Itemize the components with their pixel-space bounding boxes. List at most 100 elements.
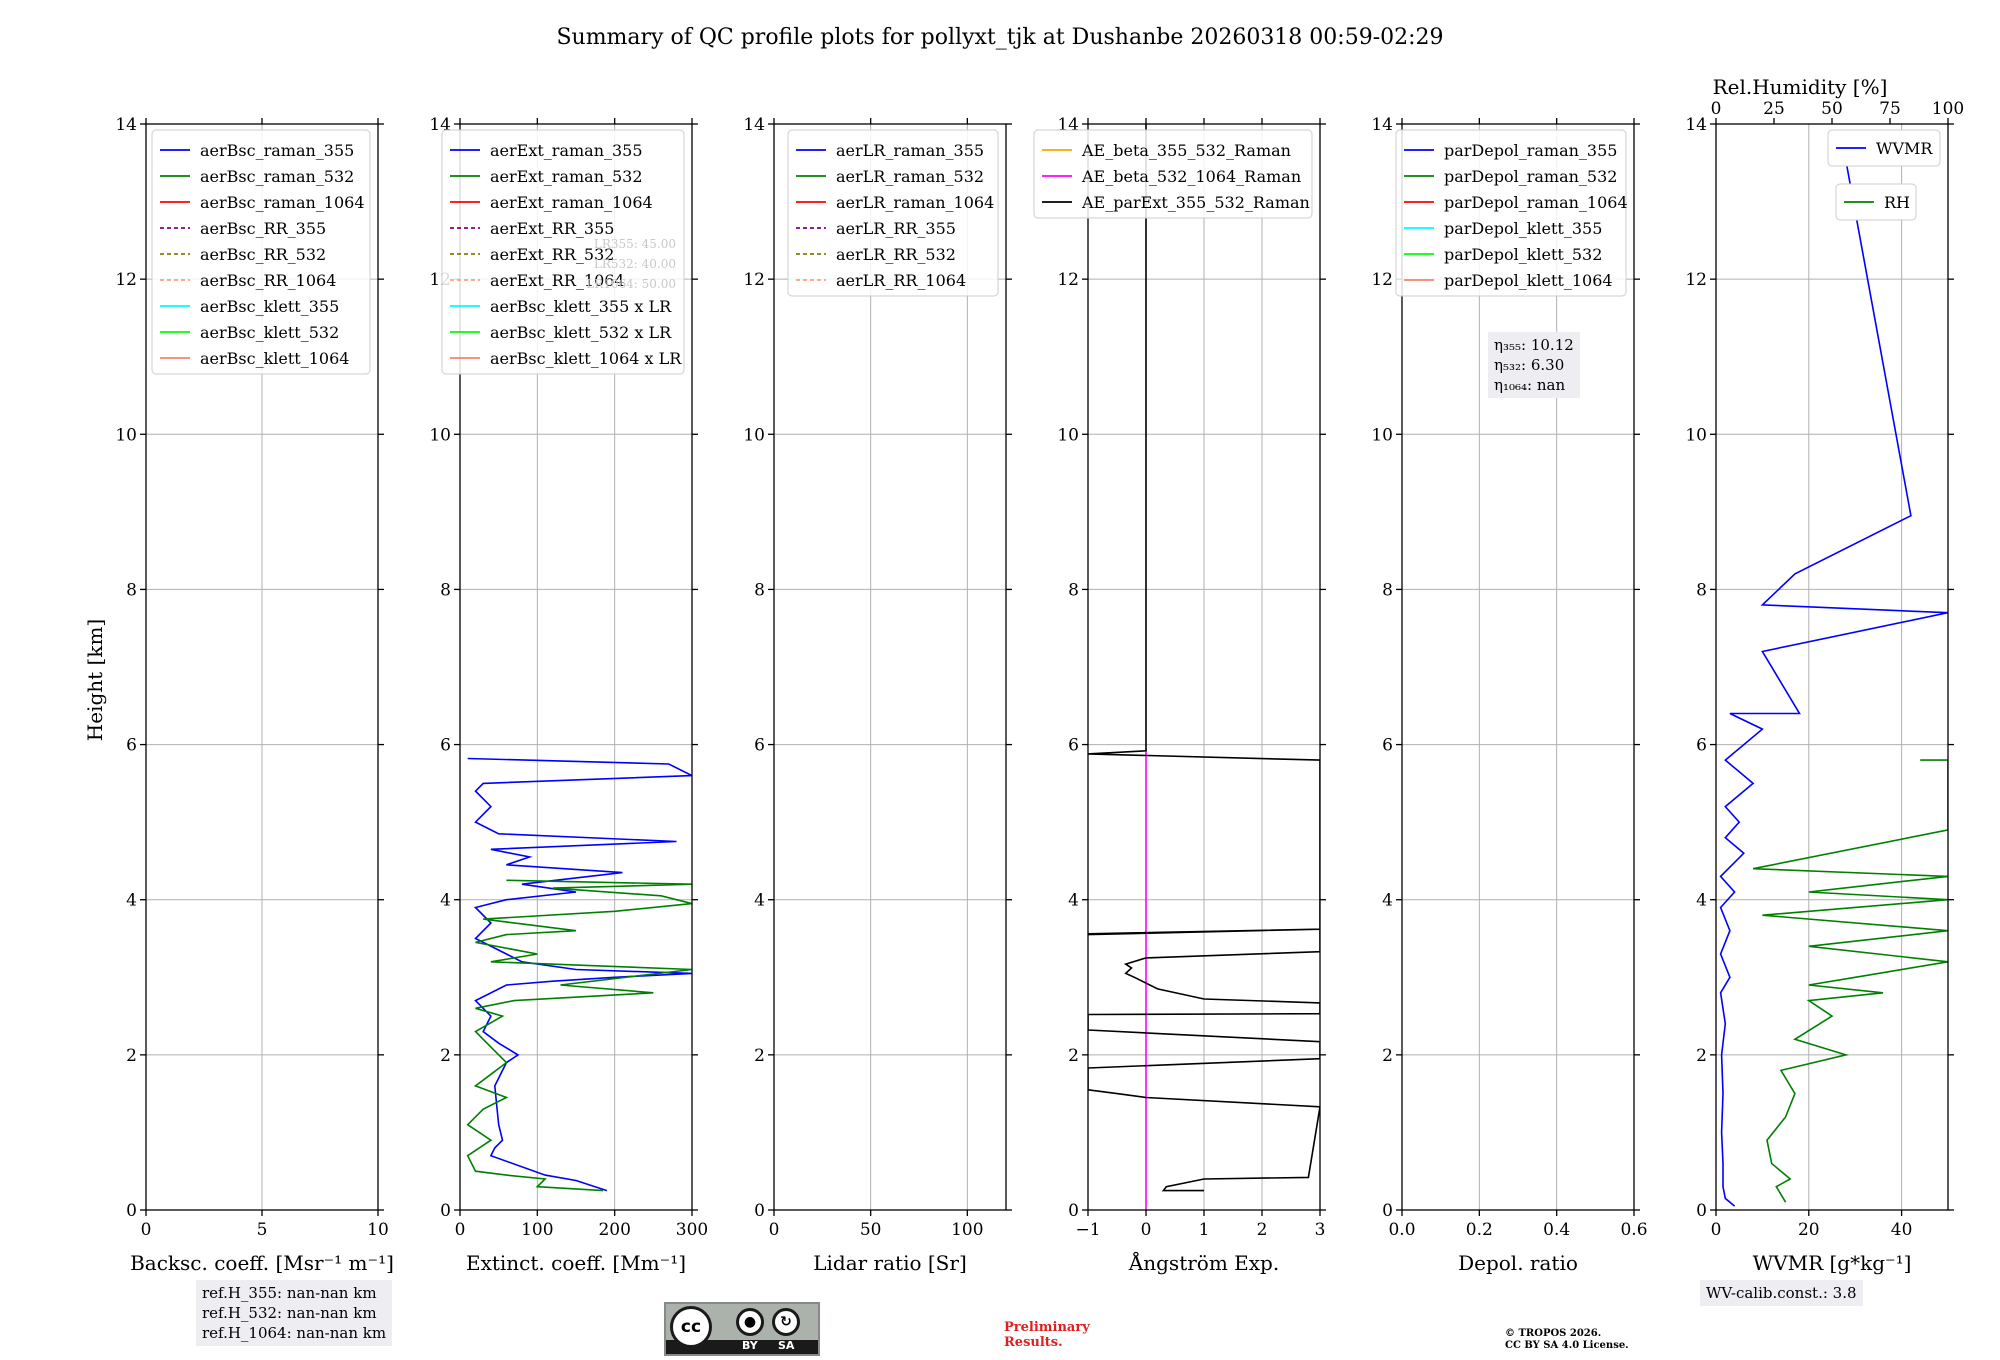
preliminary-line-1: Preliminary: [1004, 1320, 1090, 1335]
legend: aerLR_raman_355 aerLR_raman_532 aerLR_rama…: [787, 129, 999, 297]
y-axis-label: Height [km]: [83, 619, 107, 741]
y-tick-label: 4: [440, 891, 451, 911]
legend-entry: aerExt_raman_1064: [490, 193, 653, 212]
legend-frame: [151, 129, 371, 375]
y-tick-label: 10: [429, 425, 451, 445]
x-tick-label: −1: [1075, 1220, 1100, 1240]
legend-entry: aerLR_RR_1064: [836, 271, 966, 290]
y-tick-label: 6: [1382, 736, 1393, 756]
cc-license-badge: cc ● ↻ BY SA: [664, 1302, 820, 1356]
y-tick-label: 0: [754, 1201, 765, 1221]
y-tick-label: 12: [743, 270, 765, 290]
y-tick-label: 8: [1696, 580, 1707, 600]
lr-annotation: LR1064: 50.00: [586, 277, 676, 291]
y-tick-label: 6: [1696, 736, 1707, 756]
y-tick-label: 8: [754, 580, 765, 600]
y-tick-label: 0: [1382, 1201, 1393, 1221]
y-tick-label: 12: [115, 270, 137, 290]
legend-entry: parDepol_klett_532: [1444, 245, 1602, 264]
legend-frame: [1033, 129, 1313, 219]
copyright-line-1: © TROPOS 2026.: [1505, 1328, 1602, 1339]
x-axis-label: Ångström Exp.: [1128, 1250, 1279, 1275]
series-AE_parExt_355_532_Raman: [1088, 124, 1320, 1192]
x-tick-label: 50: [860, 1220, 882, 1240]
y-tick-label: 8: [440, 580, 451, 600]
legend-entry: aerExt_raman_355: [490, 141, 643, 160]
y-tick-label: 12: [1685, 270, 1707, 290]
legend-entry: WVMR: [1876, 139, 1933, 158]
legend-box: RH: [1835, 183, 1917, 221]
legend-entry: aerBsc_raman_355: [200, 141, 354, 160]
x-tick-label: 0: [1141, 1220, 1152, 1240]
legend-entry: aerExt_RR_355: [490, 219, 614, 238]
rh-axis-label: Rel.Humidity [%]: [1713, 75, 1888, 99]
lr-annotation: LR532: 40.00: [594, 257, 676, 271]
y-tick-label: 10: [1685, 425, 1707, 445]
x-axis-label: Backsc. coeff. [Msr⁻¹ m⁻¹]: [130, 1251, 394, 1275]
x-axis-label: Lidar ratio [Sr]: [813, 1251, 967, 1275]
x-axis-label: Depol. ratio: [1458, 1251, 1578, 1275]
legend-frame: [441, 129, 685, 375]
y-tick-label: 10: [1057, 425, 1079, 445]
legend-entry: aerBsc_raman_1064: [200, 193, 365, 212]
y-tick-label: 4: [126, 891, 137, 911]
lr-annotation: LR355: 45.00: [594, 237, 676, 251]
copyright-note: © TROPOS 2026. CC BY SA 4.0 License.: [1505, 1328, 1629, 1352]
preliminary-line-2: Results.: [1004, 1335, 1063, 1350]
legend-entry: parDepol_klett_355: [1444, 219, 1602, 238]
y-tick-label: 4: [1068, 891, 1079, 911]
y-tick-label: 4: [1382, 891, 1393, 911]
y-tick-label: 14: [743, 115, 765, 135]
axes-frame: [1715, 123, 1949, 1211]
panel-depolarization: 0 2 4 6 8 10 12 14 0.0 0.2 0.4 0.6 Depol. ratio parDe…: [1371, 115, 1647, 1275]
y-tick-label: 2: [440, 1046, 451, 1066]
y-tick-label: 0: [1068, 1201, 1079, 1221]
x-tick-label: 300: [676, 1220, 708, 1240]
y-tick-label: 4: [1696, 891, 1707, 911]
y-tick-label: 4: [754, 891, 765, 911]
legend-entry: aerBsc_klett_532: [200, 323, 339, 342]
ref-height-355: ref.H_355: nan-nan km: [202, 1284, 377, 1302]
x-tick-label: 40: [1891, 1220, 1913, 1240]
legend-entry: aerLR_raman_532: [836, 167, 984, 186]
series-aerExt_raman_355: [467, 757, 692, 1192]
wv-calibration-text: WV-calib.const.: 3.8: [1706, 1284, 1857, 1302]
legend-entry: AE_beta_532_1064_Raman: [1081, 167, 1301, 186]
eta-355: η₃₅₅: 10.12: [1494, 336, 1574, 354]
y-tick-label: 12: [1057, 270, 1079, 290]
legend-entry: aerBsc_RR_532: [200, 245, 326, 264]
y-tick-label: 12: [1371, 270, 1393, 290]
y-tick-label: 6: [754, 736, 765, 756]
legend: aerBsc_raman_355 aerBsc_raman_532 aerBsc_r…: [151, 129, 371, 375]
axes-frame: [459, 123, 693, 1211]
x-tick-label: 0: [141, 1220, 152, 1240]
sa-label: SA: [778, 1339, 795, 1352]
y-tick-label: 8: [126, 580, 137, 600]
legend-entry: parDepol_raman_355: [1444, 141, 1617, 160]
legend-frame: [1835, 183, 1917, 221]
ref-height-532: ref.H_532: nan-nan km: [202, 1304, 377, 1322]
y-tick-label: 10: [115, 425, 137, 445]
panel-backscatter: 0 2 4 6 8 10 12 14 0 5 10 Backsc. coeff. [Msr⁻¹ m⁻¹…: [115, 115, 394, 1275]
x-tick-label: 10: [367, 1220, 389, 1240]
legend-entry: RH: [1884, 193, 1910, 212]
legend-box: WVMR: [1827, 129, 1941, 167]
y-tick-label: 14: [115, 115, 137, 135]
y-tick-label: 2: [1068, 1046, 1079, 1066]
y-tick-label: 14: [1371, 115, 1393, 135]
x-tick-label: 1: [1199, 1220, 1210, 1240]
legend-entry: AE_parExt_355_532_Raman: [1081, 193, 1310, 212]
y-tick-label: 6: [1068, 736, 1079, 756]
legend-entry: aerBsc_klett_1064 x LR: [490, 349, 682, 368]
y-tick-label: 14: [1685, 115, 1707, 135]
x-tick-label: 20: [1798, 1220, 1820, 1240]
legend-entry: aerBsc_klett_355 x LR: [490, 297, 672, 316]
legend-entry: aerBsc_klett_355: [200, 297, 339, 316]
eta-box: η₃₅₅: 10.12 η₅₃₂: 6.30 η₁₀₆₄: nan: [1488, 332, 1580, 398]
legend-entry: aerBsc_raman_532: [200, 167, 354, 186]
legend-entry: parDepol_raman_1064: [1444, 193, 1628, 212]
y-tick-label: 2: [126, 1046, 137, 1066]
